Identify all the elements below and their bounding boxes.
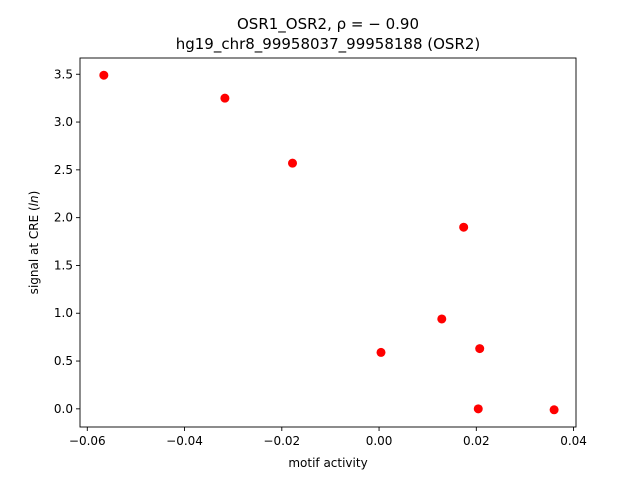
data-point bbox=[459, 222, 469, 232]
plot-frame bbox=[79, 57, 577, 428]
x-tick-label: 0.04 bbox=[560, 434, 587, 448]
y-axis-label-suffix: ) bbox=[27, 191, 41, 196]
data-point bbox=[475, 344, 485, 354]
plot-area bbox=[80, 58, 576, 427]
x-tick-label: 0.02 bbox=[463, 434, 490, 448]
y-tick-label: 1.5 bbox=[54, 258, 73, 272]
data-points bbox=[99, 70, 559, 415]
x-axis-ticks: −0.06 −0.04 −0.02 0.00 0.02 0.04 bbox=[69, 427, 587, 448]
y-tick-label: 3.0 bbox=[54, 115, 73, 129]
data-point bbox=[549, 405, 559, 415]
data-point bbox=[220, 93, 230, 103]
data-point bbox=[376, 347, 386, 357]
y-axis-ticks: 0.0 0.5 1.0 1.5 2.0 2.5 3.0 3.5 bbox=[54, 67, 80, 416]
data-point bbox=[288, 158, 298, 168]
y-tick-label: 0.5 bbox=[54, 354, 73, 368]
data-point bbox=[437, 314, 447, 324]
y-axis-label-italic: ln bbox=[27, 195, 41, 206]
x-tick-label: 0.00 bbox=[366, 434, 393, 448]
y-tick-label: 2.0 bbox=[54, 211, 73, 225]
x-tick-label: −0.02 bbox=[263, 434, 300, 448]
y-tick-label: 0.0 bbox=[54, 402, 73, 416]
y-tick-label: 3.5 bbox=[54, 67, 73, 81]
chart-subtitle: hg19_chr8_99958037_99958188 (OSR2) bbox=[176, 35, 481, 54]
x-axis-label: motif activity bbox=[288, 456, 367, 470]
x-tick-label: −0.04 bbox=[166, 434, 203, 448]
y-tick-label: 2.5 bbox=[54, 163, 73, 177]
data-point bbox=[99, 70, 109, 80]
data-point bbox=[473, 404, 483, 414]
y-tick-label: 1.0 bbox=[54, 306, 73, 320]
y-axis-label-prefix: signal at CRE ( bbox=[27, 206, 41, 294]
chart-title: OSR1_OSR2, ρ = − 0.90 bbox=[237, 15, 419, 34]
y-axis-label: signal at CRE (ln) bbox=[27, 191, 41, 295]
x-tick-label: −0.06 bbox=[69, 434, 106, 448]
